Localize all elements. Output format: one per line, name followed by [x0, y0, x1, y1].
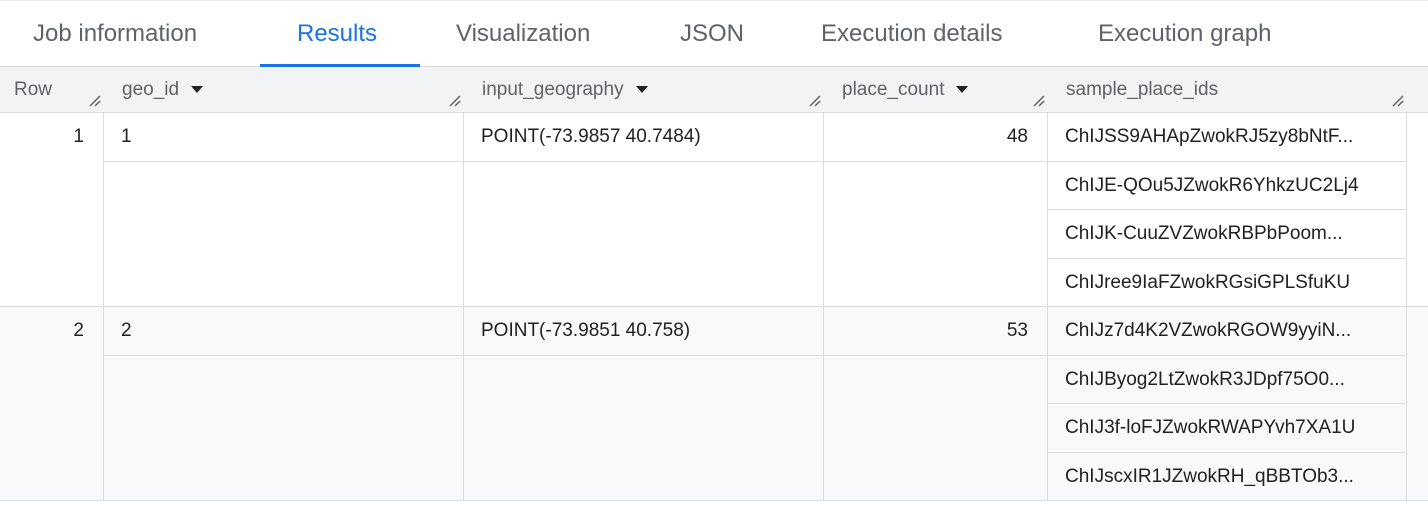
column-header-input-geography[interactable]: input_geography	[482, 67, 648, 113]
column-header-sample-place-ids: sample_place_ids	[1066, 67, 1218, 113]
table-header: Row geo_id input_geography place_count s…	[0, 67, 1428, 113]
sort-dropdown-icon[interactable]	[635, 86, 648, 94]
list-item[interactable]: ChIJE-QOu5JZwokR6YhkzUC2Lj4	[1048, 162, 1406, 210]
row-number-cell: 1	[0, 113, 104, 307]
table-row: 1 1 POINT(-73.9857 40.7484) 48 ChIJSS9AH…	[0, 113, 1428, 307]
tab-bar: Job information Results Visualization JS…	[0, 0, 1428, 67]
column-header-geo-id[interactable]: geo_id	[122, 67, 204, 113]
sample-place-ids-cell[interactable]: ChIJz7d4K2VZwokRGOW9yyiN... ChIJByog2LtZ…	[1048, 307, 1407, 501]
column-label: sample_place_ids	[1066, 79, 1219, 100]
column-header-row: Row	[14, 67, 52, 113]
input-geography-cell[interactable]: POINT(-73.9857 40.7484)	[464, 113, 824, 307]
geo-id-cell[interactable]: 2	[104, 307, 464, 501]
list-item[interactable]: ChIJSS9AHApZwokRJ5zy8bNtF...	[1048, 113, 1406, 162]
column-resize-handle-icon[interactable]	[1032, 93, 1046, 107]
tab-results[interactable]: Results	[297, 20, 378, 47]
sort-dropdown-icon[interactable]	[191, 86, 204, 94]
column-label: place_count	[842, 79, 945, 100]
row-number-cell: 2	[0, 307, 104, 501]
table-row: 2 2 POINT(-73.9851 40.758) 53 ChIJz7d4K2…	[0, 307, 1428, 501]
geo-id-cell[interactable]: 1	[104, 113, 464, 307]
column-resize-handle-icon[interactable]	[88, 93, 102, 107]
column-header-place-count[interactable]: place_count	[842, 67, 969, 113]
place-count-cell[interactable]: 53	[824, 307, 1048, 501]
column-resize-handle-icon[interactable]	[808, 93, 822, 107]
tab-json[interactable]: JSON	[680, 20, 745, 47]
column-label: Row	[14, 79, 53, 100]
column-label: geo_id	[122, 79, 180, 100]
tab-job-information[interactable]: Job information	[33, 20, 198, 47]
column-label: input_geography	[482, 79, 624, 100]
list-item[interactable]: ChIJK-CuuZVZwokRBPbPoom...	[1048, 210, 1406, 259]
column-resize-handle-icon[interactable]	[448, 93, 462, 107]
list-item[interactable]: ChIJ3f-loFJZwokRWAPYvh7XA1U	[1048, 404, 1406, 453]
list-item[interactable]: ChIJByog2LtZwokR3JDpf75O0...	[1048, 356, 1406, 404]
list-item[interactable]: ChIJscxIR1JZwokRH_qBBTOb3...	[1065, 465, 1354, 487]
list-item[interactable]: ChIJree9IaFZwokRGsiGPLSfuKU	[1065, 271, 1351, 293]
active-tab-indicator	[260, 64, 420, 67]
tab-visualization[interactable]: Visualization	[456, 20, 591, 47]
sort-dropdown-icon[interactable]	[956, 86, 969, 94]
list-item[interactable]: ChIJz7d4K2VZwokRGOW9yyiN...	[1048, 307, 1406, 356]
tab-execution-graph[interactable]: Execution graph	[1098, 20, 1272, 47]
column-resize-handle-icon[interactable]	[1391, 93, 1405, 107]
sample-place-ids-cell[interactable]: ChIJSS9AHApZwokRJ5zy8bNtF... ChIJE-QOu5J…	[1048, 113, 1407, 307]
tab-execution-details[interactable]: Execution details	[821, 20, 1003, 47]
place-count-cell[interactable]: 48	[824, 113, 1048, 307]
input-geography-cell[interactable]: POINT(-73.9851 40.758)	[464, 307, 824, 501]
